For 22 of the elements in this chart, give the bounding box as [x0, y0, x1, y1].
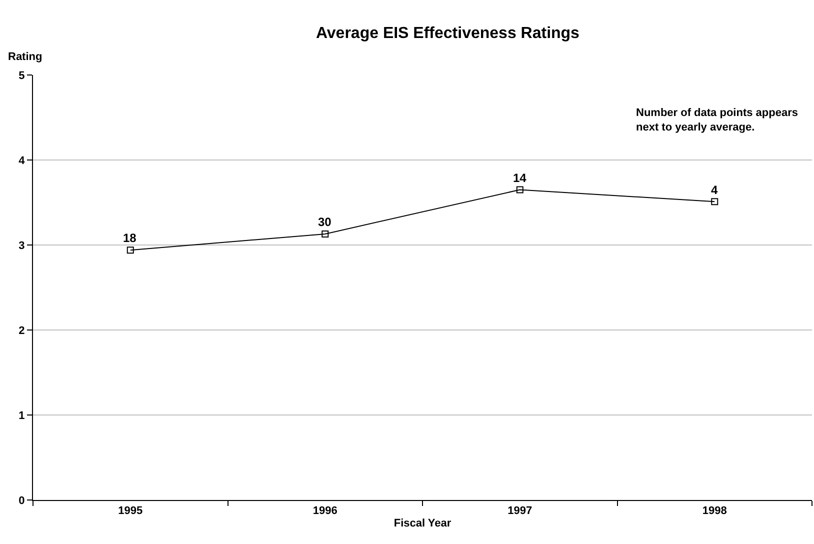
point: [516, 186, 524, 194]
point: [711, 198, 718, 206]
point: [126, 246, 134, 254]
annotation: 18: [123, 231, 137, 245]
chart-title: Average EIS Effectiveness Ratings: [316, 25, 580, 42]
y-tick-label: 4: [18, 154, 26, 167]
x-tick-label: 1997: [508, 505, 532, 518]
point: [322, 230, 329, 238]
x-tick-label: 1998: [702, 505, 727, 518]
y-tick-label: 2: [18, 324, 25, 337]
x-tick-label: 1995: [118, 505, 143, 518]
x-tick-label: 1996: [312, 505, 338, 518]
annotation: 4: [711, 183, 718, 197]
y-tick-label: 1: [18, 410, 25, 422]
annotation: 14: [513, 171, 527, 185]
annotation: 30: [318, 215, 332, 229]
y-tick-label: 5: [18, 70, 25, 82]
x-axis-title: Fiscal Year: [394, 517, 452, 530]
y-axis-title: Rating: [8, 51, 42, 63]
annotation: Number of data points appears next to yearly average.: [636, 107, 798, 134]
y-tick-label: 0: [18, 494, 25, 507]
y-tick-label: 3: [18, 240, 25, 252]
